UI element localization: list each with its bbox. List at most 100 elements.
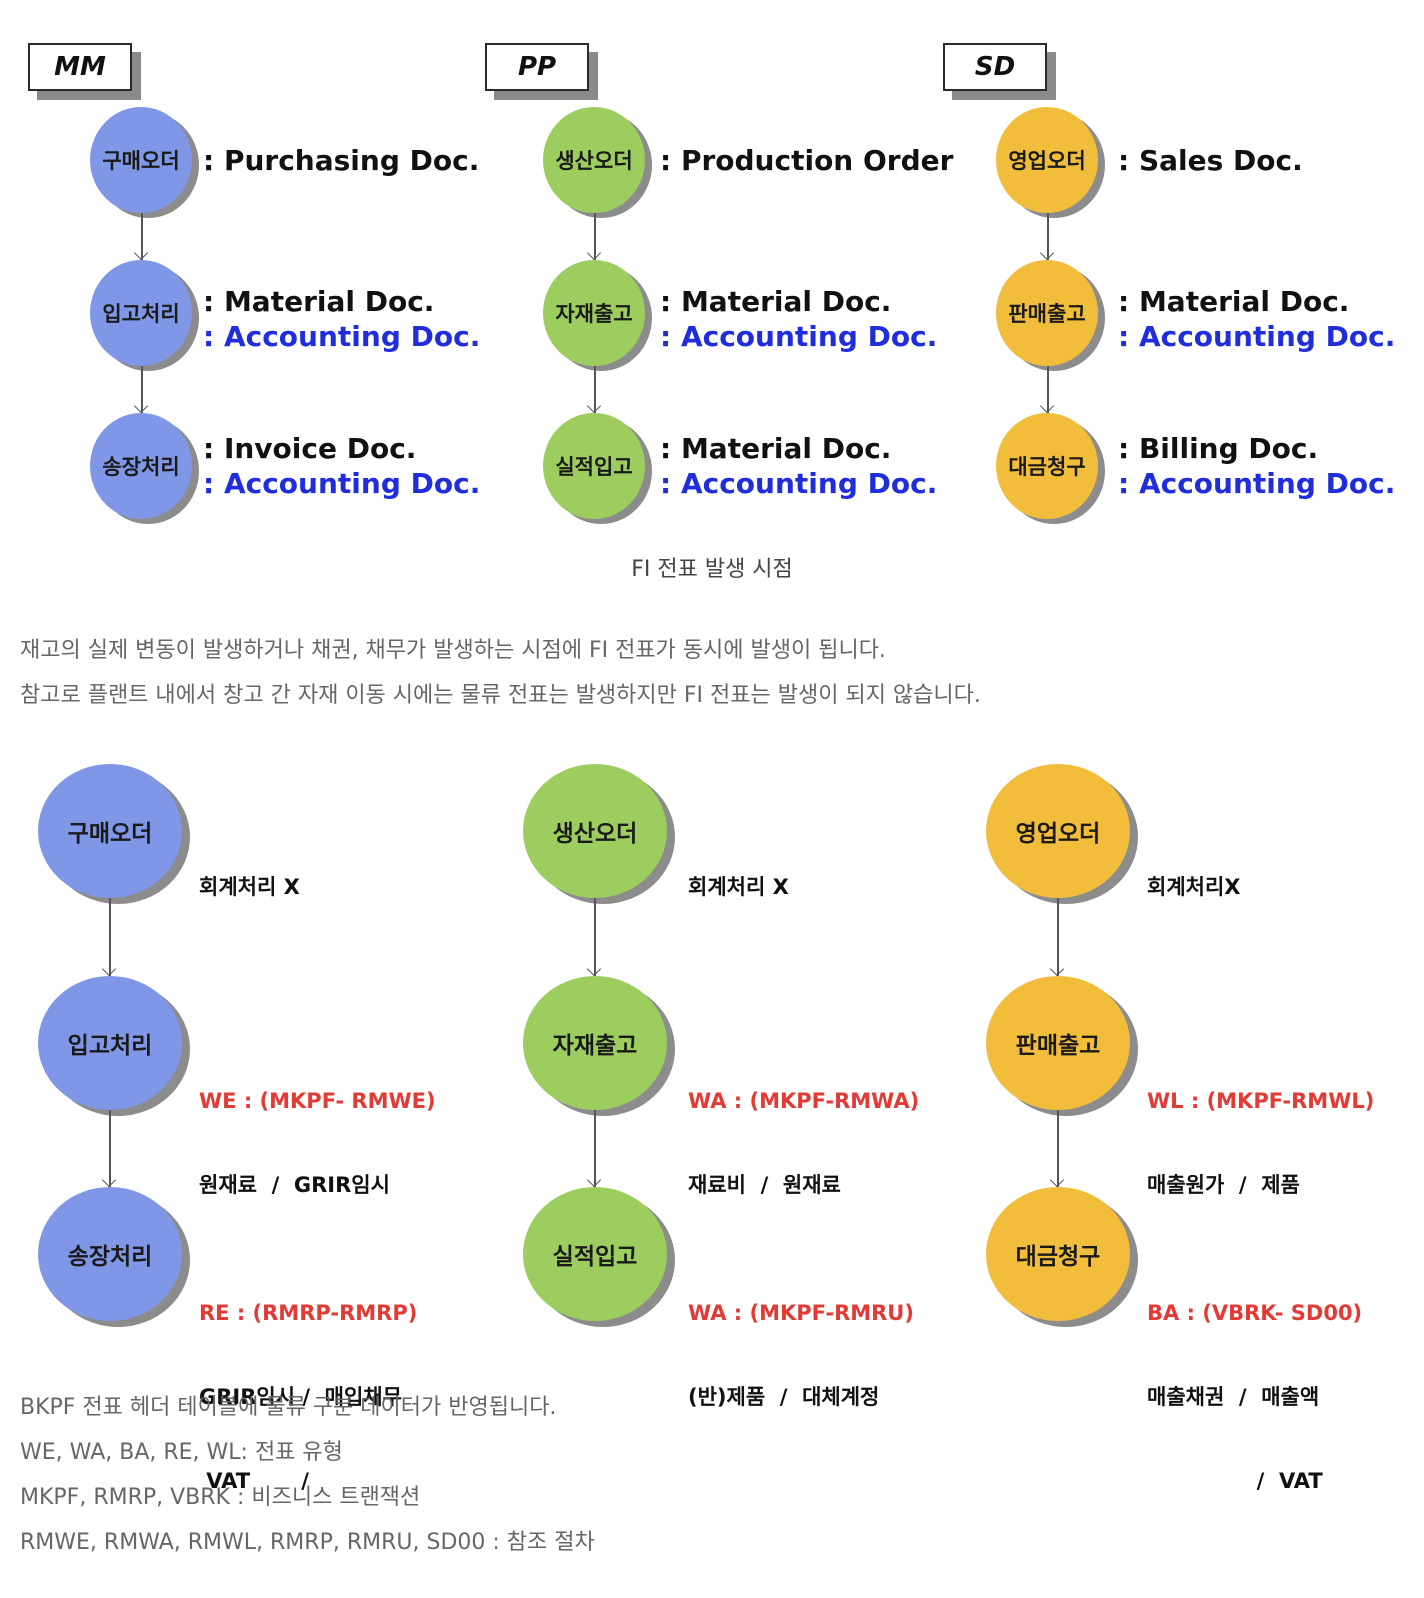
step-circle-delivery: 판매출고 bbox=[986, 976, 1130, 1110]
posting-note: WA : (MKPF-RMRU) (반)제품 / 대체계정 bbox=[688, 1243, 914, 1467]
flow-connector bbox=[594, 366, 596, 413]
posting-note: WA : (MKPF-RMWA) 재료비 / 원재료 bbox=[688, 1031, 919, 1255]
doc-line: : Billing Doc. bbox=[1118, 432, 1319, 465]
posting-note: 회계처리 X bbox=[688, 817, 789, 957]
posting-line: 회계처리X bbox=[1147, 875, 1241, 899]
paragraph-line: MKPF, RMRP, VBRK : 비즈니스 트랜잭션 bbox=[20, 1485, 421, 1510]
step-circle-goods-receipt: 입고처리 bbox=[90, 260, 192, 366]
arrow-down-icon bbox=[101, 961, 117, 977]
step-circle-sales-order: 영업오더 bbox=[996, 107, 1098, 213]
accounting-doc-line: : Accounting Doc. bbox=[1118, 320, 1396, 353]
accounting-doc-line: : Accounting Doc. bbox=[203, 467, 481, 500]
step-circle-purchase-order: 구매오더 bbox=[38, 764, 182, 898]
posting-line: (반)제품 / 대체계정 bbox=[688, 1385, 880, 1409]
accounting-doc-line: : Accounting Doc. bbox=[1118, 467, 1396, 500]
flow-connector bbox=[594, 213, 596, 260]
step-circle-production-order: 생산오더 bbox=[523, 764, 667, 898]
posting-line: 원재료 / GRIR임시 bbox=[199, 1173, 390, 1197]
arrow-down-icon bbox=[1039, 398, 1055, 414]
arrow-down-icon bbox=[101, 1172, 117, 1188]
step-circle-billing: 대금청구 bbox=[986, 1187, 1130, 1321]
doc-label: : Material Doc. : Accounting Doc. bbox=[660, 284, 937, 354]
step-circle-goods-issue: 자재출고 bbox=[543, 260, 645, 366]
tab-sd: SD bbox=[943, 43, 1047, 91]
doc-label: : Production Order bbox=[660, 143, 953, 178]
doc-label: : Material Doc. : Accounting Doc. bbox=[660, 431, 937, 501]
posting-note: WE : (MKPF- RMWE) 원재료 / GRIR임시 bbox=[199, 1031, 436, 1255]
doc-line: : Purchasing Doc. bbox=[203, 144, 480, 177]
flow-connector bbox=[1047, 366, 1049, 413]
paragraph-line: 재고의 실제 변동이 발생하거나 채권, 채무가 발생하는 시점에 FI 전표가… bbox=[20, 638, 886, 663]
flow-connector bbox=[594, 1110, 596, 1187]
doc-label: : Material Doc. : Accounting Doc. bbox=[203, 284, 480, 354]
step-circle-goods-receipt: 입고처리 bbox=[38, 976, 182, 1110]
doc-line: : Material Doc. bbox=[660, 432, 892, 465]
doc-label: : Billing Doc. : Accounting Doc. bbox=[1118, 431, 1395, 501]
arrow-down-icon bbox=[1049, 961, 1065, 977]
arrow-down-icon bbox=[1049, 1172, 1065, 1188]
flow-connector bbox=[141, 213, 143, 260]
doc-line: : Invoice Doc. bbox=[203, 432, 417, 465]
posting-line: 회계처리 X bbox=[199, 875, 300, 899]
flow-connector bbox=[141, 366, 143, 413]
posting-line: 회계처리 X bbox=[688, 875, 789, 899]
figure-caption: FI 전표 발생 시점 bbox=[631, 557, 793, 582]
document-type-label: WA : (MKPF-RMWA) bbox=[688, 1089, 920, 1113]
document-type-label: WL : (MKPF-RMWL) bbox=[1147, 1089, 1375, 1113]
arrow-down-icon bbox=[133, 245, 149, 261]
posting-note: 회계처리X bbox=[1147, 817, 1240, 957]
tab-mm: MM bbox=[28, 43, 132, 91]
posting-line: / VAT bbox=[1147, 1469, 1323, 1493]
arrow-down-icon bbox=[586, 961, 602, 977]
flow-connector bbox=[109, 1110, 111, 1187]
posting-line: GRIR임시 / 매입채무 bbox=[199, 1385, 402, 1409]
step-circle-production-receipt: 실적입고 bbox=[543, 413, 645, 519]
document-type-label: RE : (RMRP-RMRP) bbox=[199, 1301, 418, 1325]
posting-note: BA : (VBRK- SD00) 매출채권 / 매출액 / VAT bbox=[1147, 1243, 1362, 1551]
document-type-label: WA : (MKPF-RMRU) bbox=[688, 1301, 914, 1325]
posting-line: VAT / bbox=[199, 1469, 309, 1493]
document-type-label: WE : (MKPF- RMWE) bbox=[199, 1089, 436, 1113]
flow-connector bbox=[1047, 213, 1049, 260]
step-circle-production-receipt: 실적입고 bbox=[523, 1187, 667, 1321]
flow-connector bbox=[1057, 1110, 1059, 1187]
paragraph-line: WE, WA, BA, RE, WL: 전표 유형 bbox=[20, 1440, 343, 1465]
step-circle-billing: 대금청구 bbox=[996, 413, 1098, 519]
flow-connector bbox=[594, 898, 596, 976]
doc-line: : Production Order bbox=[660, 144, 954, 177]
step-circle-delivery: 판매출고 bbox=[996, 260, 1098, 366]
doc-label: : Sales Doc. bbox=[1118, 143, 1303, 178]
paragraph-line: BKPF 전표 헤더 테이블에 물류 구분 데이터가 반영됩니다. bbox=[20, 1395, 557, 1420]
step-circle-production-order: 생산오더 bbox=[543, 107, 645, 213]
accounting-doc-line: : Accounting Doc. bbox=[660, 320, 938, 353]
posting-note: RE : (RMRP-RMRP) GRIR임시 / 매입채무 VAT / bbox=[199, 1243, 417, 1551]
arrow-down-icon bbox=[133, 398, 149, 414]
step-circle-goods-issue: 자재출고 bbox=[523, 976, 667, 1110]
accounting-doc-line: : Accounting Doc. bbox=[660, 467, 938, 500]
paragraph-line: RMWE, RMWA, RMWL, RMRP, RMRU, SD00 : 참조 … bbox=[20, 1530, 595, 1555]
step-circle-purchase-order: 구매오더 bbox=[90, 107, 192, 213]
posting-line: 재료비 / 원재료 bbox=[688, 1173, 841, 1197]
flow-connector bbox=[109, 898, 111, 976]
arrow-down-icon bbox=[586, 398, 602, 414]
accounting-doc-line: : Accounting Doc. bbox=[203, 320, 481, 353]
document-type-label: BA : (VBRK- SD00) bbox=[1147, 1301, 1363, 1325]
tab-pp: PP bbox=[485, 43, 589, 91]
paragraph-line: 참고로 플랜트 내에서 창고 간 자재 이동 시에는 물류 전표는 발생하지만 … bbox=[20, 683, 981, 708]
posting-note: 회계처리 X bbox=[199, 817, 300, 957]
step-circle-invoice: 송장처리 bbox=[90, 413, 192, 519]
flow-connector bbox=[1057, 898, 1059, 976]
arrow-down-icon bbox=[586, 1172, 602, 1188]
doc-line: : Material Doc. bbox=[203, 285, 435, 318]
posting-line: 매출채권 / 매출액 bbox=[1147, 1385, 1320, 1409]
doc-line: : Sales Doc. bbox=[1118, 144, 1303, 177]
step-circle-invoice: 송장처리 bbox=[38, 1187, 182, 1321]
posting-line: 매출원가 / 제품 bbox=[1147, 1173, 1300, 1197]
doc-line: : Material Doc. bbox=[1118, 285, 1350, 318]
doc-label: : Material Doc. : Accounting Doc. bbox=[1118, 284, 1395, 354]
doc-label: : Invoice Doc. : Accounting Doc. bbox=[203, 431, 480, 501]
posting-note: WL : (MKPF-RMWL) 매출원가 / 제품 bbox=[1147, 1031, 1374, 1255]
doc-line: : Material Doc. bbox=[660, 285, 892, 318]
doc-label: : Purchasing Doc. bbox=[203, 143, 479, 178]
step-circle-sales-order: 영업오더 bbox=[986, 764, 1130, 898]
